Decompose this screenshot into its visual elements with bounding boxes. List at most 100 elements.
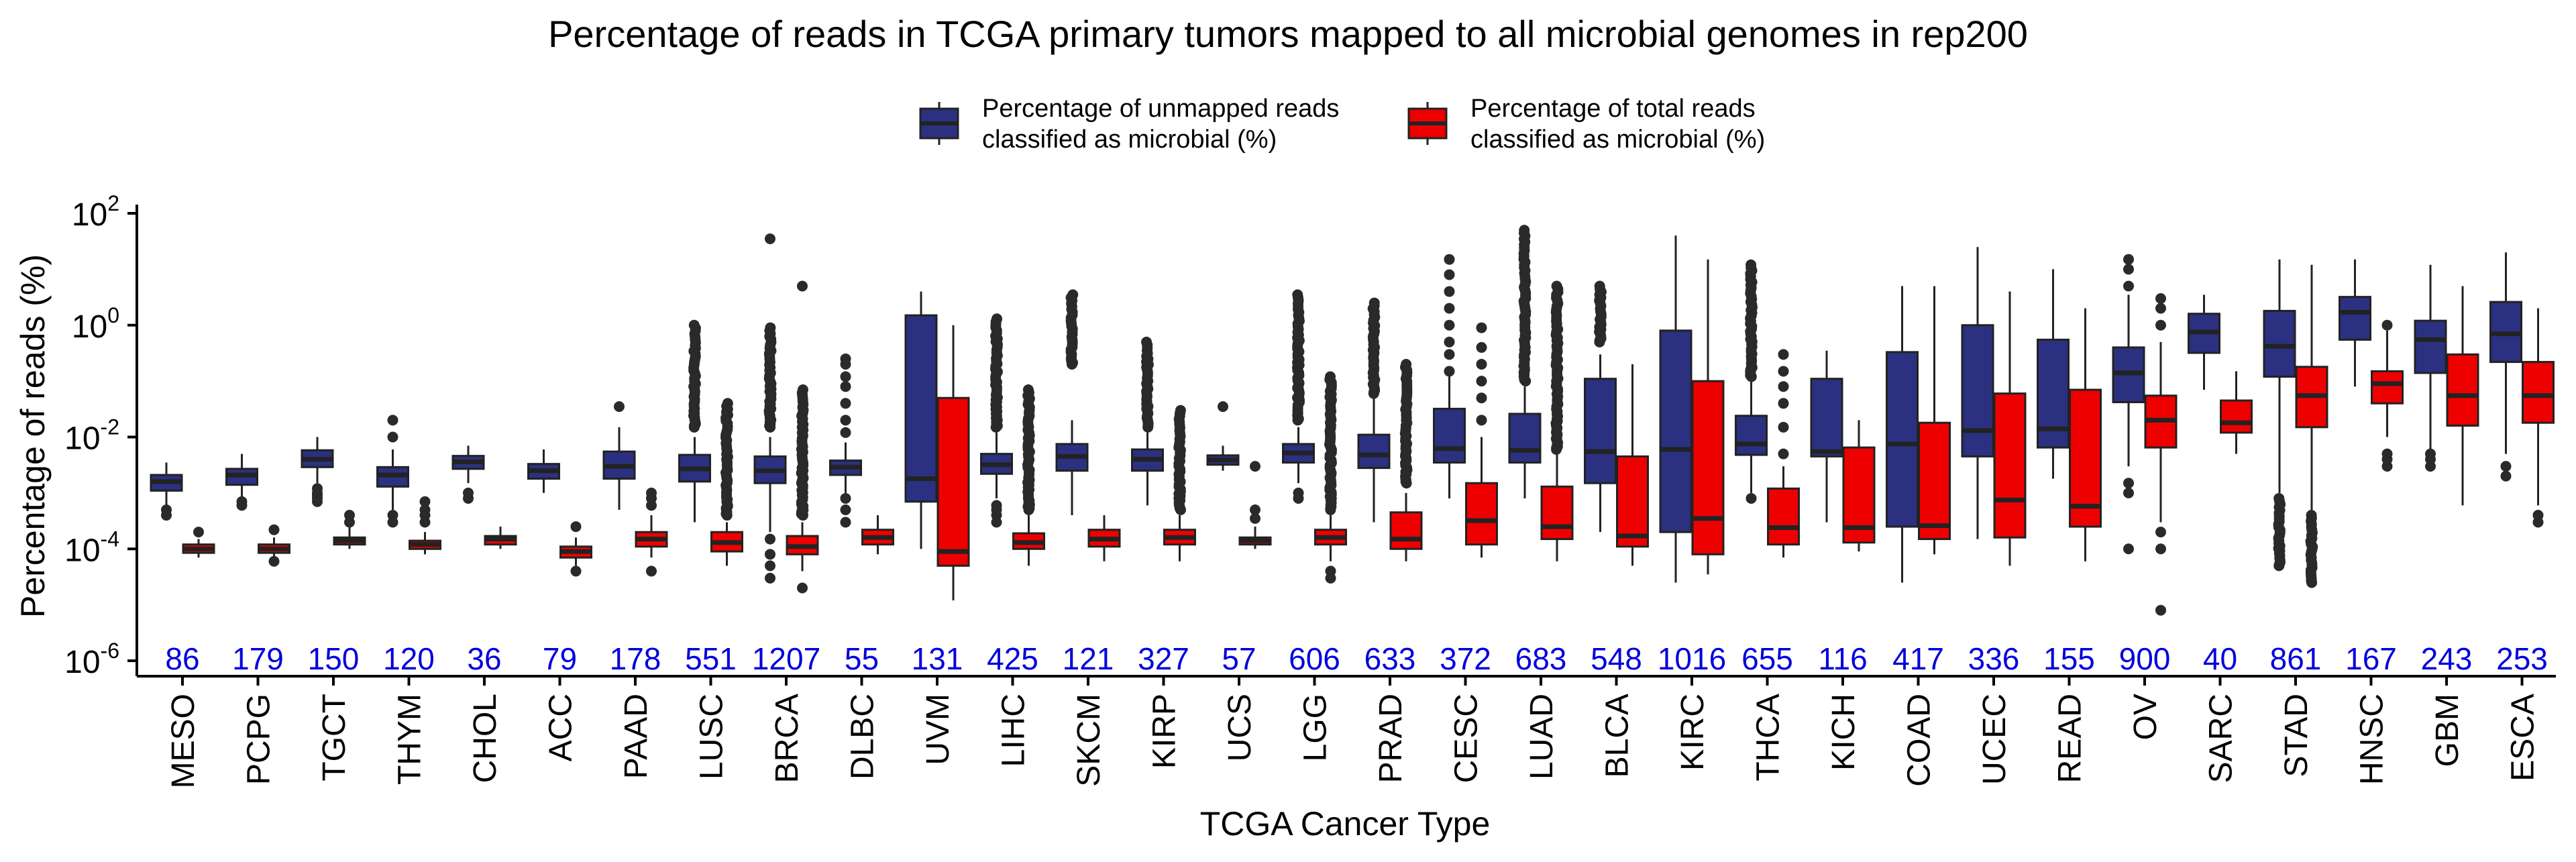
outlier-point bbox=[2155, 527, 2166, 538]
x-tick-label: KICH bbox=[1826, 694, 1862, 771]
outlier-point bbox=[1778, 381, 1789, 392]
box-iqr bbox=[2414, 319, 2447, 374]
sample-count-luad: 683 bbox=[1515, 641, 1567, 676]
y-tick-exponent: 2 bbox=[107, 191, 119, 215]
y-tick-label: 10-2 bbox=[64, 415, 119, 457]
outlier-point bbox=[1368, 297, 1380, 309]
outlier-point bbox=[1401, 359, 1412, 370]
box-iqr bbox=[1993, 392, 2027, 539]
outlier-point bbox=[193, 527, 204, 538]
sample-count-kich: 116 bbox=[1818, 641, 1867, 676]
box-total bbox=[2295, 264, 2328, 588]
x-tick-label: UVM bbox=[920, 694, 956, 765]
box-unmapped bbox=[1886, 286, 1919, 583]
outlier-point bbox=[2306, 510, 2317, 521]
outlier-point bbox=[2123, 280, 2134, 292]
outlier-point bbox=[1476, 359, 1487, 370]
x-tick-label: KIRP bbox=[1147, 694, 1183, 769]
box-unmapped bbox=[2263, 259, 2296, 572]
outlier-point bbox=[1250, 513, 1260, 524]
box-unmapped bbox=[753, 233, 787, 584]
y-tick-label: 10-4 bbox=[64, 527, 119, 568]
outlier-point bbox=[1141, 336, 1152, 347]
box-total bbox=[409, 496, 441, 555]
box-total bbox=[2446, 286, 2479, 506]
box-unmapped bbox=[2339, 259, 2371, 387]
x-tick-label: DLBC bbox=[845, 694, 881, 779]
sample-count-pcpg: 179 bbox=[232, 641, 284, 676]
y-tick-exponent: -4 bbox=[101, 527, 119, 551]
category-lgg bbox=[1282, 289, 1347, 584]
box-unmapped bbox=[1810, 350, 1843, 523]
sample-count-coad: 417 bbox=[1892, 641, 1944, 676]
x-tick-label: UCS bbox=[1222, 694, 1258, 761]
outlier-point bbox=[1292, 289, 1303, 301]
outlier-point bbox=[2500, 461, 2512, 472]
box-unmapped bbox=[904, 291, 938, 549]
sample-count-hnsc: 167 bbox=[2345, 641, 2397, 676]
category-lusc bbox=[678, 319, 743, 566]
category-kirc bbox=[1659, 235, 1725, 583]
box-iqr bbox=[1389, 511, 1423, 550]
outlier-point bbox=[2500, 470, 2512, 482]
box-total bbox=[258, 524, 290, 567]
category-hnsc bbox=[2339, 259, 2404, 472]
category-thym bbox=[376, 415, 441, 555]
sample-count-blca: 548 bbox=[1591, 641, 1642, 676]
box-unmapped bbox=[1433, 254, 1466, 498]
box-total bbox=[1465, 322, 1498, 558]
y-tick-label: 100 bbox=[72, 303, 119, 345]
x-tick-label: BRCA bbox=[769, 694, 805, 783]
outlier-point bbox=[797, 384, 808, 396]
box-iqr bbox=[2037, 338, 2070, 449]
category-ov bbox=[2112, 254, 2178, 616]
y-axis-title: Percentage of reads (%) bbox=[14, 254, 52, 618]
outlier-point bbox=[840, 381, 851, 392]
box-total bbox=[1616, 364, 1649, 566]
outlier-point bbox=[1476, 392, 1487, 404]
category-skcm bbox=[1055, 289, 1121, 561]
outlier-point bbox=[646, 565, 657, 577]
x-tick-label: ESCA bbox=[2506, 694, 2541, 782]
box-iqr bbox=[2069, 388, 2102, 528]
x-tick-label: PRAD bbox=[1373, 694, 1409, 783]
box-iqr bbox=[1540, 485, 1574, 541]
category-ucec bbox=[1961, 247, 2027, 566]
sample-count-sarc: 40 bbox=[2203, 641, 2237, 676]
outlier-point bbox=[614, 401, 625, 413]
box-unmapped bbox=[1055, 289, 1089, 516]
box-iqr bbox=[2446, 353, 2479, 427]
x-tick-label: LIHC bbox=[996, 694, 1032, 767]
category-tgct bbox=[301, 437, 366, 549]
box-iqr bbox=[1659, 329, 1693, 533]
box-iqr bbox=[2263, 309, 2296, 378]
category-ucs bbox=[1206, 401, 1272, 549]
sample-count-kirc: 1016 bbox=[1658, 641, 1726, 676]
y-tick-exponent: -6 bbox=[101, 639, 119, 663]
box-total bbox=[1918, 286, 1951, 555]
y-tick-base: 10 bbox=[72, 197, 107, 233]
x-axis-title: TCGA Cancer Type bbox=[1200, 805, 1491, 843]
box-unmapped bbox=[225, 453, 258, 511]
sample-count-lusc: 551 bbox=[685, 641, 737, 676]
sample-count-esca: 253 bbox=[2496, 641, 2548, 676]
outlier-point bbox=[1175, 405, 1186, 416]
outlier-point bbox=[722, 398, 733, 409]
box-iqr bbox=[1961, 324, 1994, 457]
box-total bbox=[1012, 384, 1045, 566]
outlier-point bbox=[161, 510, 172, 521]
box-unmapped bbox=[451, 445, 485, 504]
box-total bbox=[2220, 371, 2253, 454]
box-total bbox=[786, 280, 819, 594]
legend-label-line1: Percentage of total reads bbox=[1470, 95, 1756, 123]
outlier-point bbox=[840, 504, 851, 515]
outlier-point bbox=[1444, 303, 1455, 314]
outlier-point bbox=[765, 233, 775, 245]
box-total bbox=[1540, 280, 1574, 561]
outlier-point bbox=[1444, 319, 1455, 331]
outlier-point bbox=[840, 371, 851, 382]
outlier-point bbox=[570, 565, 582, 577]
